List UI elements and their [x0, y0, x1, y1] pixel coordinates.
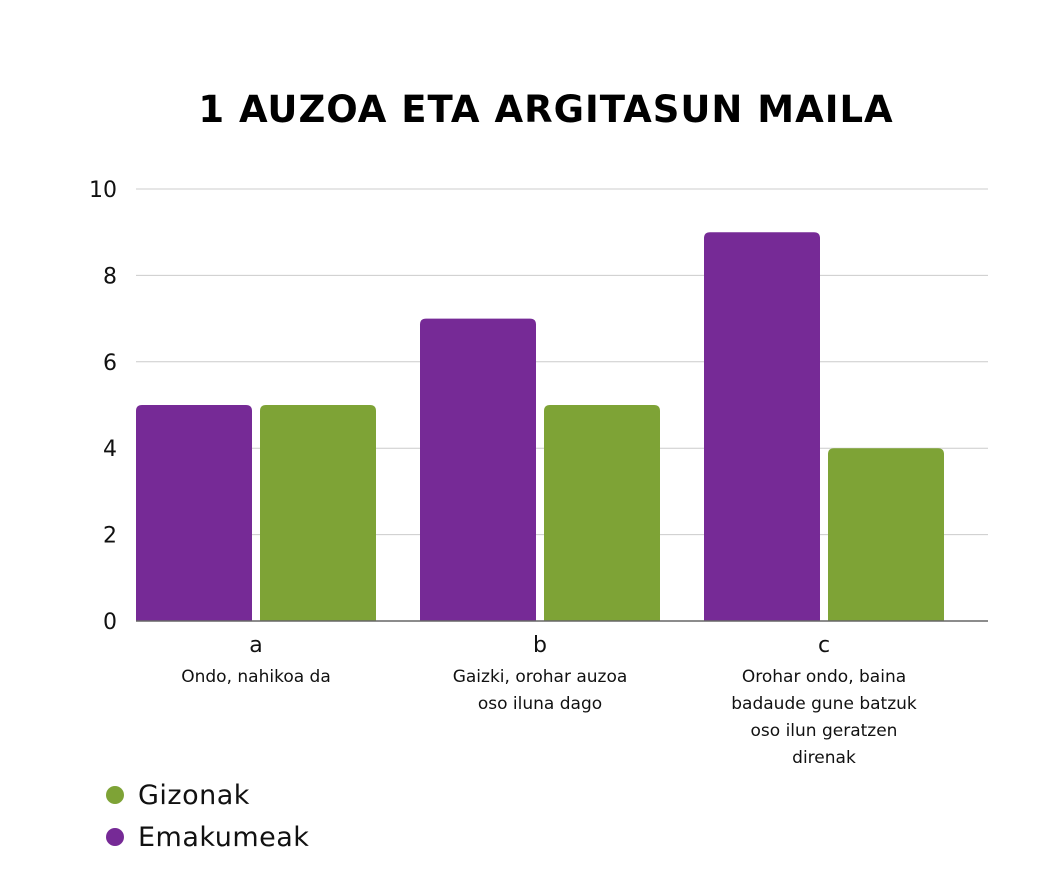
legend-label-emakumeak: Emakumeak: [138, 821, 310, 853]
category-description-line: Ondo, nahikoa da: [181, 667, 331, 687]
category-description-line: Orohar ondo, baina: [741, 667, 907, 687]
y-tick-label: 4: [103, 437, 117, 462]
y-tick-label: 0: [103, 610, 117, 635]
category-description-line: badaude gune batzuk: [731, 694, 917, 714]
bar-gizonak-a: [260, 405, 376, 621]
y-tick-label: 6: [103, 351, 117, 376]
legend-label-gizonak: Gizonak: [138, 779, 250, 811]
category-description: Orohar ondo, baina badaude gune batzuk oso…: [704, 664, 944, 772]
category-description-line: oso ilun geratzen: [750, 721, 898, 741]
y-tick-label: 10: [89, 178, 117, 203]
y-tick-label: 2: [103, 524, 117, 549]
legend-item-gizonak: Gizonak: [106, 774, 309, 816]
x-tick-label: a: [249, 633, 262, 658]
bar-emakumeak-c: [704, 232, 820, 621]
bar-emakumeak-a: [136, 405, 252, 621]
x-tick-label: b: [533, 633, 547, 658]
chart-title: 1 AUZOA ETA ARGITASUN MAILA: [198, 88, 894, 131]
category-description: Ondo, nahikoa da: [136, 664, 376, 691]
y-tick-label: 8: [103, 264, 117, 289]
category-description-line: oso iluna dago: [477, 694, 603, 714]
category-description-line: direnak: [792, 748, 856, 768]
bar-gizonak-c: [828, 448, 944, 621]
bar-gizonak-b: [544, 405, 660, 621]
category-description-line: Gaizki, orohar auzoa: [452, 667, 628, 687]
bar-emakumeak-b: [420, 318, 536, 621]
legend: Gizonak Emakumeak: [106, 774, 309, 858]
legend-swatch-emakumeak: [106, 828, 124, 846]
legend-item-emakumeak: Emakumeak: [106, 816, 309, 858]
category-description: Gaizki, orohar auzoa oso iluna dago: [420, 664, 660, 718]
x-tick-label: c: [818, 633, 830, 658]
legend-swatch-gizonak: [106, 786, 124, 804]
